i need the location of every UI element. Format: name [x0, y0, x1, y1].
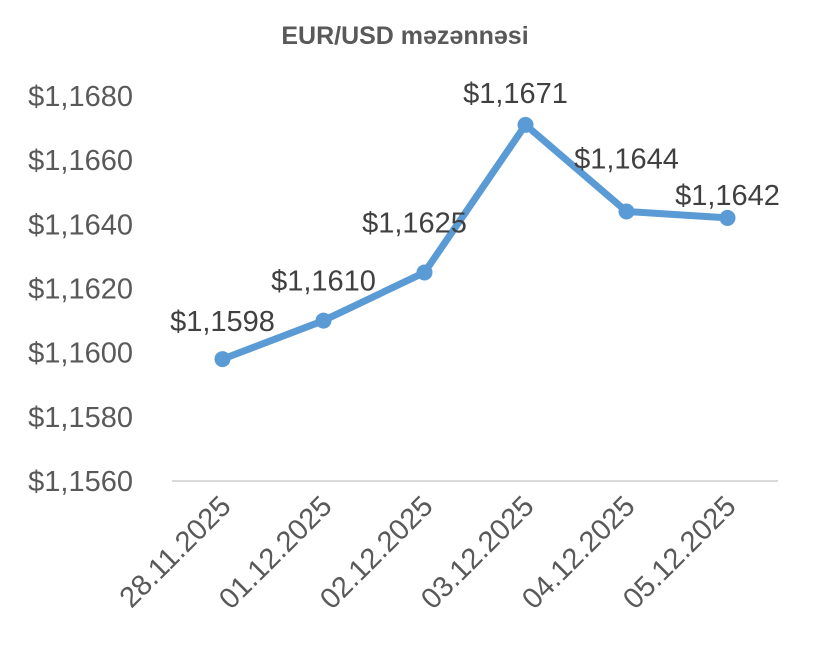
data-point	[618, 203, 635, 220]
data-label: $1,1625	[362, 207, 467, 239]
data-point	[214, 351, 231, 368]
data-point	[416, 264, 433, 281]
data-label: $1,1598	[170, 306, 275, 338]
y-tick-label: $1,1660	[28, 145, 133, 177]
y-tick-label: $1,1680	[28, 81, 133, 113]
series-line	[219, 121, 731, 363]
chart-title: EUR/USD məzənnəsi	[281, 22, 528, 50]
series-group	[214, 116, 736, 368]
data-point	[719, 209, 736, 226]
x-axis-tick-labels: 28.11.202501.12.202502.12.202503.12.2025…	[114, 490, 743, 615]
y-tick-label: $1,1620	[28, 274, 133, 306]
y-tick-label: $1,1560	[28, 466, 133, 498]
y-tick-label: $1,1640	[28, 209, 133, 241]
data-label: $1,1642	[675, 180, 780, 212]
data-point	[315, 312, 332, 329]
y-tick-label: $1,1600	[28, 338, 133, 370]
data-label: $1,1671	[463, 78, 568, 110]
data-labels-group: $1,1598 $1,1610 $1,1625 $1,1671 $1,1644 $1,16…	[170, 78, 780, 338]
y-tick-label: $1,1580	[28, 402, 133, 434]
data-label: $1,1644	[574, 144, 679, 176]
data-label: $1,1610	[271, 266, 376, 298]
y-axis-tick-labels: $1,1560 $1,1580 $1,1600 $1,1620 $1,1640 $1,16…	[28, 81, 133, 498]
data-point	[517, 116, 534, 133]
